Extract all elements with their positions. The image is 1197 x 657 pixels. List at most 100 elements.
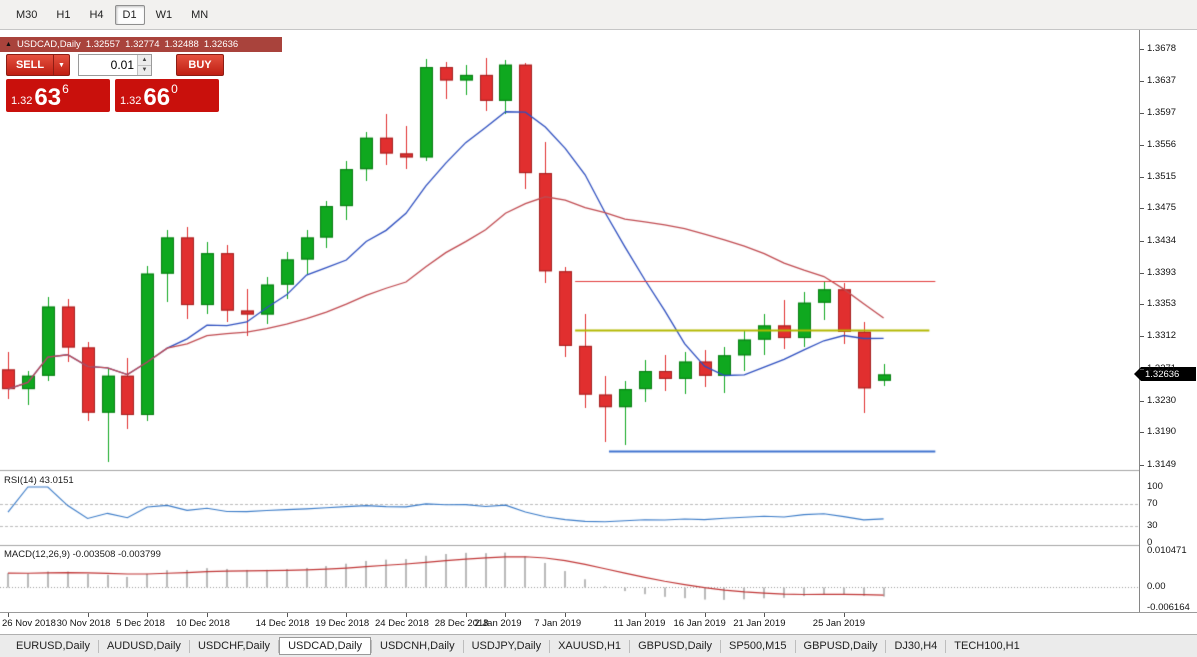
ohlc-open: 1.32557 — [85, 39, 121, 50]
date-axis-tick — [88, 613, 89, 617]
date-axis-tick — [565, 613, 566, 617]
tab-separator — [97, 639, 99, 653]
tab-sp500-m15[interactable]: SP500,M15 — [729, 640, 787, 652]
rsi-axis-label: 0 — [1147, 537, 1153, 548]
sell-price-sup: 6 — [62, 82, 69, 96]
date-axis-tick — [346, 613, 347, 617]
tab-eurusd-daily[interactable]: EURUSD,Daily — [16, 640, 90, 652]
price-axis-label: 1.3230 — [1147, 394, 1177, 406]
volume-spinner: ▲ ▼ — [137, 55, 151, 75]
date-axis-tick — [287, 613, 288, 617]
price-axis[interactable]: 1.32636 1.3678 1.3637 1.3597 1.3556 1.3515 1.… — [1134, 30, 1197, 634]
macd-label: MACD(12,26,9) -0.003508 -0.003799 — [4, 549, 161, 560]
date-axis-tick — [207, 613, 208, 617]
tab-xauusd-h1[interactable]: XAUUSD,H1 — [558, 640, 622, 652]
tab-separator — [885, 639, 887, 653]
price-axis-label: 1.3678 — [1147, 42, 1177, 54]
tab-gbpusd-daily-2[interactable]: GBPUSD,Daily — [803, 640, 878, 652]
ohlc-close: 1.32636 — [203, 39, 239, 50]
price-axis-label: 1.3190 — [1147, 426, 1177, 438]
timeframe-button-h4[interactable]: H4 — [89, 8, 104, 21]
price-axis-tick — [1140, 304, 1144, 305]
sell-button[interactable]: SELL — [6, 54, 54, 76]
date-axis-label: 10 Dec 2018 — [176, 618, 230, 629]
price-axis-tick — [1140, 113, 1144, 114]
chart-title-symbol: USDCAD,Daily — [16, 39, 81, 50]
tab-dj30-h4[interactable]: DJ30,H4 — [894, 640, 938, 652]
timeframe-button-d1[interactable]: D1 — [114, 4, 145, 25]
price-axis-tick — [1140, 208, 1144, 209]
timeframe-button-mn[interactable]: MN — [191, 8, 209, 21]
order-type-dropdown[interactable]: ▼ — [54, 54, 70, 76]
price-axis-tick — [1140, 336, 1144, 337]
tab-separator — [462, 639, 464, 653]
tab-separator — [945, 639, 947, 653]
price-axis-label: 1.3312 — [1147, 330, 1177, 342]
date-axis-tick — [645, 613, 646, 617]
price-axis-tick — [1140, 432, 1144, 433]
ohlc-low: 1.32488 — [164, 39, 199, 50]
date-axis-tick — [466, 613, 467, 617]
spin-down-icon[interactable]: ▼ — [138, 65, 151, 75]
tab-usdcnh-daily[interactable]: USDCNH,Daily — [380, 640, 455, 652]
timeframe-button-w1[interactable]: W1 — [155, 8, 173, 21]
date-axis-label: 26 Nov 2018 — [2, 618, 56, 629]
price-axis-label: 1.3271 — [1147, 362, 1177, 374]
price-axis-tick — [1140, 81, 1144, 82]
chart-tabs-bar: EURUSD,Daily AUDUSD,Daily USDCHF,Daily USDC… — [0, 634, 1197, 657]
date-axis-tick — [505, 613, 506, 617]
timeframe-toolbar: M30 H1 H4 D1 W1 MN — [0, 0, 1197, 30]
sell-price-button[interactable]: 1.32 63 6 — [6, 79, 110, 112]
chart-collapse-icon: ▲ — [5, 41, 12, 48]
tab-usdjpy-daily[interactable]: USDJPY,Daily — [471, 640, 542, 652]
date-axis[interactable]: 26 Nov 2018 30 Nov 2018 5 Dec 2018 10 Dec 2… — [0, 612, 1197, 634]
macd-axis-label: 0.010471 — [1147, 545, 1187, 556]
price-axis-label: 1.3393 — [1147, 266, 1177, 278]
tab-separator — [720, 639, 722, 653]
tab-tech100-h1[interactable]: TECH100,H1 — [954, 640, 1020, 652]
spin-up-icon[interactable]: ▲ — [138, 55, 151, 66]
date-axis-label: 24 Dec 2018 — [375, 618, 429, 629]
buy-price-sup: 0 — [171, 82, 178, 96]
chevron-down-icon: ▼ — [58, 61, 65, 69]
macd-axis-label: 0.00 — [1147, 580, 1166, 592]
date-axis-label: 28 Dec 2018 — [434, 618, 489, 629]
price-chart-canvas[interactable] — [0, 30, 1139, 612]
rsi-axis-label: 30 — [1147, 520, 1158, 532]
tab-audusd-daily[interactable]: AUDUSD,Daily — [106, 640, 181, 652]
date-axis-tick — [406, 613, 407, 617]
price-axis-label: 1.3353 — [1147, 298, 1177, 310]
date-axis-label: 5 Dec 2018 — [116, 618, 165, 629]
price-axis-tick — [1140, 369, 1144, 370]
rsi-axis-label: 70 — [1147, 497, 1158, 509]
tab-separator — [278, 639, 280, 653]
volume-input[interactable] — [79, 55, 137, 75]
date-axis-label: 16 Jan 2019 — [673, 618, 726, 629]
price-axis-label: 1.3597 — [1147, 106, 1177, 118]
buy-button[interactable]: BUY — [176, 54, 224, 76]
buy-price-big: 66 — [143, 84, 171, 112]
current-price-badge: 1.32636 — [1134, 367, 1196, 382]
price-axis-label: 1.3475 — [1147, 202, 1177, 214]
price-axis-tick — [1140, 145, 1144, 146]
macd-axis-label: -0.006164 — [1147, 602, 1190, 613]
timeframe-button-h1[interactable]: H1 — [56, 8, 71, 21]
date-axis-label: 14 Dec 2018 — [255, 618, 310, 629]
tab-separator — [549, 639, 551, 653]
price-axis-tick — [1140, 49, 1144, 50]
timeframe-button-m30[interactable]: M30 — [16, 8, 38, 21]
one-click-trading-panel: SELL ▼ ▲ ▼ BUY 1.32 63 6 1.32 66 — [6, 54, 224, 112]
date-axis-tick — [844, 613, 845, 617]
rsi-label: RSI(14) 43.0151 — [4, 475, 74, 486]
price-axis-label: 1.3556 — [1147, 138, 1177, 150]
tab-usdchf-daily[interactable]: USDCHF,Daily — [197, 640, 271, 652]
chart-title-bar[interactable]: ▲ USDCAD,Daily 1.32557 1.32774 1.32488 1… — [0, 37, 282, 52]
tab-usdcad-daily[interactable]: USDCAD,Daily — [279, 637, 372, 655]
price-axis-tick — [1140, 401, 1144, 402]
price-axis-tick — [1140, 177, 1144, 178]
ohlc-high: 1.32774 — [125, 39, 160, 50]
buy-price-button[interactable]: 1.32 66 0 — [115, 79, 219, 112]
tab-gbpusd-daily[interactable]: GBPUSD,Daily — [638, 640, 713, 652]
date-axis-tick — [705, 613, 706, 617]
